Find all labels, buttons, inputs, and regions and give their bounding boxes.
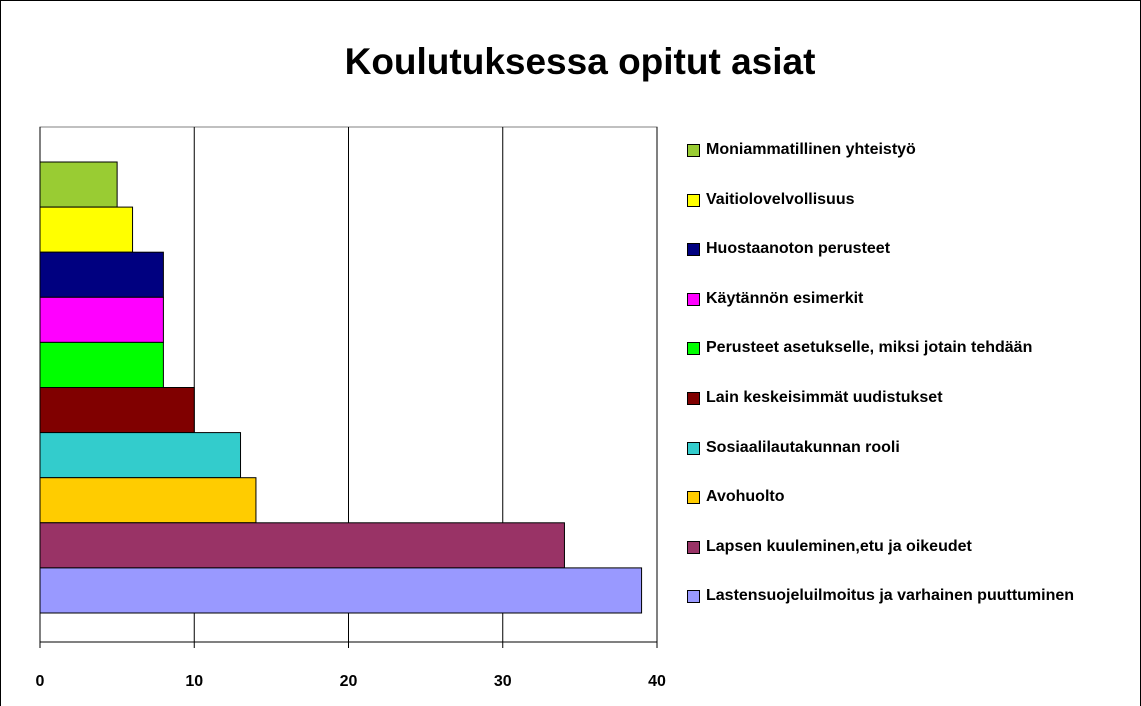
x-tick-label: 0 bbox=[36, 673, 45, 690]
legend-label: Lain keskeisimmät uudistukset bbox=[706, 389, 943, 406]
legend-swatch bbox=[687, 342, 700, 356]
legend-item: Perusteet asetukselle, miksi jotain tehd… bbox=[687, 336, 1117, 360]
x-tick-label: 10 bbox=[185, 673, 203, 690]
chart-title: Koulutuksessa opitut asiat bbox=[345, 41, 816, 82]
legend-swatch bbox=[687, 144, 700, 157]
legend-label: Lastensuojeluilmoitus ja varhainen puutt… bbox=[706, 587, 1075, 605]
legend-label: Vaitiolovelvollisuus bbox=[706, 190, 855, 208]
legend-swatch bbox=[687, 590, 700, 604]
bar bbox=[39, 206, 134, 253]
x-tick-label: 40 bbox=[648, 673, 666, 690]
legend-swatch bbox=[687, 441, 700, 455]
legend-label: Avohuolto bbox=[706, 488, 785, 506]
legend-label: Lapsen kuuleminen,etu ja oikeudet bbox=[706, 537, 972, 555]
bar bbox=[39, 567, 643, 614]
bar bbox=[39, 161, 118, 208]
bar bbox=[39, 341, 164, 388]
legend-label: Käytännön esimerkit bbox=[706, 289, 864, 307]
legend-swatch bbox=[687, 292, 700, 306]
bar bbox=[39, 296, 164, 343]
legend-swatch bbox=[687, 491, 700, 505]
legend-item: Lapsen kuuleminen,etu ja oikeudet bbox=[687, 535, 1117, 559]
legend-item: Vaitiolovelvollisuus bbox=[687, 188, 1117, 212]
bar bbox=[39, 387, 195, 434]
legend-item: Avohuolto bbox=[687, 485, 1117, 509]
bar bbox=[39, 477, 257, 524]
legend-item: Moniammatillinen yhteistyö bbox=[687, 138, 1117, 162]
legend-swatch bbox=[687, 540, 700, 554]
legend-swatch bbox=[687, 193, 700, 207]
bar bbox=[39, 432, 242, 479]
legend-swatch bbox=[687, 392, 700, 405]
x-tick-label: 20 bbox=[340, 673, 358, 690]
legend-item: Lastensuojeluilmoitus ja varhainen puutt… bbox=[687, 584, 1117, 608]
legend-label: Moniammatillinen yhteistyö bbox=[706, 141, 916, 158]
legend-item: Huostaanoton perusteet bbox=[687, 237, 1117, 261]
bar bbox=[39, 251, 164, 298]
legend-item: Käytännön esimerkit bbox=[687, 287, 1117, 311]
legend-item: Lain keskeisimmät uudistukset bbox=[687, 386, 1117, 410]
legend-label: Sosiaalilautakunnan rooli bbox=[706, 438, 900, 456]
bar bbox=[39, 522, 565, 569]
legend-item: Sosiaalilautakunnan rooli bbox=[687, 436, 1117, 460]
legend-swatch bbox=[687, 243, 700, 257]
legend-label: Huostaanoton perusteet bbox=[706, 240, 891, 258]
x-tick-label: 30 bbox=[494, 673, 512, 690]
legend-label: Perusteet asetukselle, miksi jotain tehd… bbox=[706, 339, 1033, 357]
